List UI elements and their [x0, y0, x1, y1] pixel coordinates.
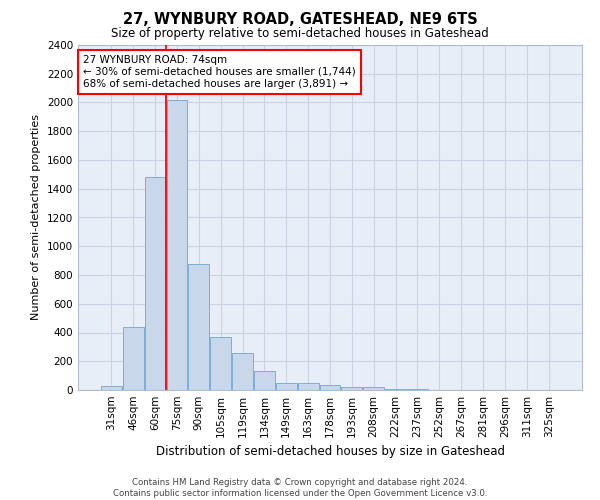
Bar — [145, 178, 166, 390]
Bar — [101, 386, 122, 390]
Bar — [364, 387, 384, 390]
Bar — [385, 389, 406, 390]
Bar — [298, 383, 319, 390]
Bar — [210, 337, 231, 390]
Bar — [188, 264, 209, 390]
Bar — [320, 385, 340, 390]
Bar — [254, 372, 275, 390]
Y-axis label: Number of semi-detached properties: Number of semi-detached properties — [31, 114, 41, 320]
Bar — [341, 387, 362, 390]
Text: Contains HM Land Registry data © Crown copyright and database right 2024.
Contai: Contains HM Land Registry data © Crown c… — [113, 478, 487, 498]
X-axis label: Distribution of semi-detached houses by size in Gateshead: Distribution of semi-detached houses by … — [155, 446, 505, 458]
Bar — [276, 383, 296, 390]
Text: Size of property relative to semi-detached houses in Gateshead: Size of property relative to semi-detach… — [111, 28, 489, 40]
Bar — [123, 327, 143, 390]
Bar — [167, 100, 187, 390]
Text: 27 WYNBURY ROAD: 74sqm
← 30% of semi-detached houses are smaller (1,744)
68% of : 27 WYNBURY ROAD: 74sqm ← 30% of semi-det… — [83, 56, 356, 88]
Bar — [232, 354, 253, 390]
Text: 27, WYNBURY ROAD, GATESHEAD, NE9 6TS: 27, WYNBURY ROAD, GATESHEAD, NE9 6TS — [122, 12, 478, 28]
